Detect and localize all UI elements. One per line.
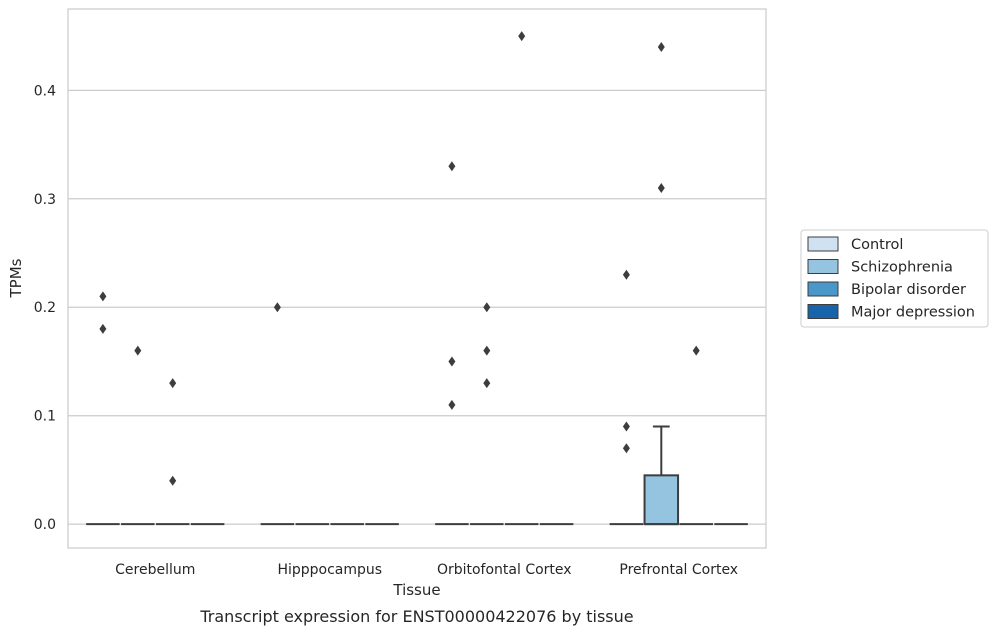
plot-area [67, 8, 767, 549]
x-tick-label: Orbitofontal Cortex [437, 562, 572, 578]
y-tick-label: 0.4 [34, 83, 56, 99]
y-axis-label: TPMs [7, 258, 25, 298]
outlier-point [622, 269, 630, 280]
y-tick-label: 0.0 [34, 517, 56, 533]
x-tick-label: Hipppocampus [277, 562, 382, 578]
y-tick-label: 0.2 [34, 300, 56, 316]
outlier-point [273, 302, 281, 313]
x-axis-label: Tissue [392, 581, 440, 599]
legend-label: Schizophrenia [851, 260, 953, 276]
outlier-point [99, 323, 107, 334]
outlier-point [169, 378, 177, 389]
legend-label: Control [851, 237, 903, 253]
gridlines [68, 89, 766, 525]
y-axis-ticks: 0.0 0.1 0.2 0.3 0.4 [34, 83, 56, 533]
outlier-point [134, 345, 142, 356]
x-axis-ticks: Cerebellum Hipppocampus Orbitofontal Corte… [115, 562, 738, 578]
legend-swatch [807, 236, 839, 252]
legend-label: Major depression [851, 305, 975, 321]
y-tick-label: 0.3 [34, 192, 56, 208]
outlier-point [518, 31, 526, 42]
outlier-point [448, 399, 456, 410]
outlier-point [99, 291, 107, 302]
outlier-point [622, 421, 630, 432]
outlier-point [692, 345, 700, 356]
outlier-points [99, 31, 700, 486]
x-tick-label: Cerebellum [115, 562, 195, 578]
outlier-point [657, 41, 665, 52]
legend-box [800, 229, 989, 328]
outlier-point [657, 182, 665, 193]
outlier-point [448, 161, 456, 172]
outlier-point [169, 475, 177, 486]
chart-caption: Transcript expression for ENST0000042207… [199, 607, 633, 626]
box-plot [643, 425, 680, 526]
outlier-point [483, 345, 491, 356]
legend: Control Schizophrenia Bipolar disorder Majo… [800, 229, 989, 328]
outlier-point [622, 443, 630, 454]
y-tick-label: 0.1 [34, 409, 56, 425]
box-body [643, 474, 680, 526]
legend-swatch [807, 304, 839, 319]
legend-label: Bipolar disorder [851, 282, 966, 298]
outlier-point [483, 378, 491, 389]
box-plots [86, 425, 748, 526]
outlier-point [483, 302, 491, 313]
x-tick-label: Prefrontal Cortex [619, 562, 738, 578]
outlier-point [448, 356, 456, 367]
legend-swatch [807, 259, 839, 274]
legend-swatch [807, 281, 839, 297]
